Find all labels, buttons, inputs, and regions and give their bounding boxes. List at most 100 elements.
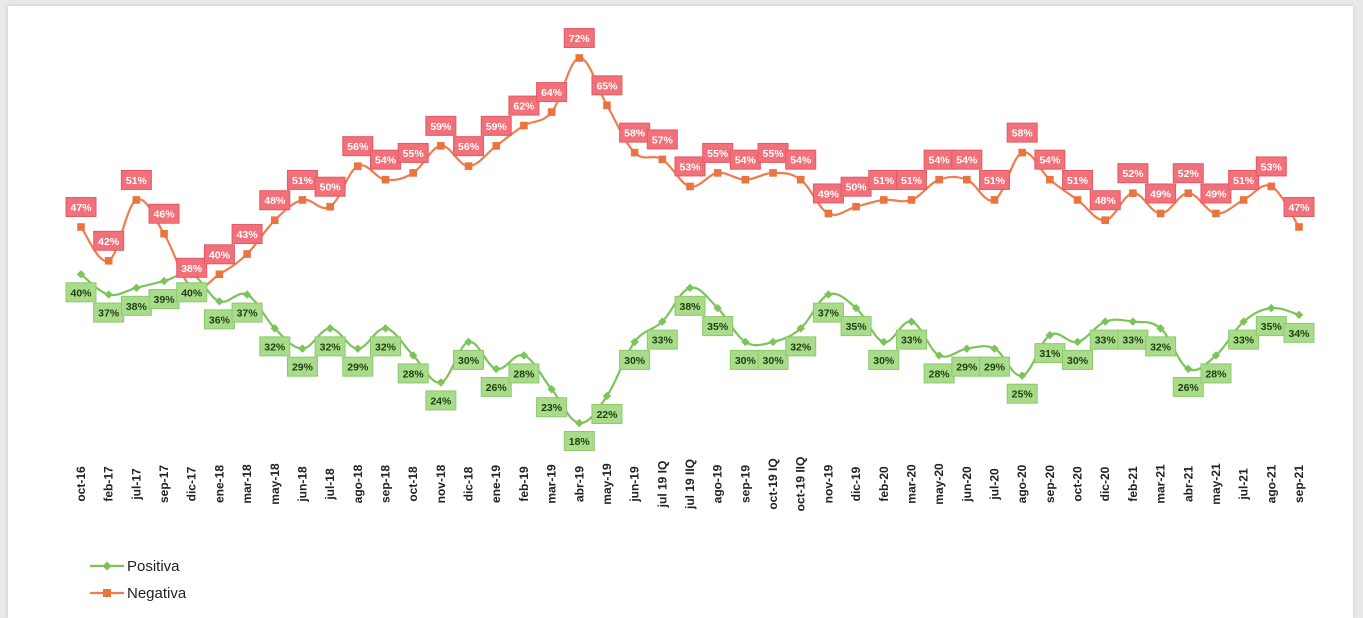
data-label-box-positiva: [259, 336, 291, 357]
data-label-box-negativa: [785, 149, 817, 170]
x-tick-label: may-20: [932, 463, 946, 505]
x-tick-label: oct-19 IIQ: [794, 457, 808, 512]
data-label-box-negativa: [480, 115, 512, 136]
marker-positiva: [381, 324, 390, 333]
marker-negativa: [381, 175, 390, 184]
data-label-positiva: 29%: [347, 362, 369, 374]
x-tick-label: ene-18: [212, 465, 226, 503]
x-tick-label: oct-16: [74, 466, 88, 502]
marker-negativa: [77, 223, 85, 231]
marker-negativa: [658, 155, 667, 164]
legend: Positiva Negativa: [90, 558, 187, 602]
marker-positiva: [796, 324, 805, 333]
data-label-positiva: 23%: [541, 402, 563, 414]
data-label-box-negativa: [148, 203, 180, 224]
data-label-positiva: 26%: [486, 382, 508, 394]
data-label-positiva: 30%: [624, 355, 646, 367]
data-label-box-negativa: [979, 169, 1010, 190]
data-label-positiva: 37%: [98, 308, 120, 320]
x-tick-label: dic-20: [1098, 466, 1112, 501]
data-label-box-positiva: [619, 349, 651, 370]
data-label-negativa: 56%: [347, 141, 369, 153]
marker-positiva: [658, 317, 667, 326]
marker-positiva: [741, 337, 750, 347]
data-label-positiva: 32%: [375, 341, 397, 353]
data-label-positiva: 30%: [458, 355, 480, 367]
data-label-positiva: 35%: [707, 321, 729, 333]
data-label-positiva: 37%: [237, 308, 259, 320]
marker-positiva: [1073, 337, 1082, 347]
x-tick-label: may-21: [1209, 463, 1223, 505]
data-label-box-negativa: [231, 224, 263, 245]
marker-positiva: [685, 283, 695, 293]
data-label-positiva: 29%: [292, 362, 314, 374]
marker-positiva: [547, 385, 556, 394]
data-label-box-negativa: [93, 230, 125, 251]
marker-negativa: [464, 162, 473, 170]
data-label-positiva: 35%: [846, 321, 868, 333]
marker-positiva: [298, 344, 307, 353]
x-tick-label: dic-19: [849, 466, 863, 501]
data-label-box-negativa: [1228, 169, 1260, 190]
marker-negativa: [796, 175, 805, 184]
marker-positiva: [1156, 324, 1165, 333]
marker-negativa: [713, 169, 722, 177]
data-label-box-positiva: [425, 390, 457, 411]
data-label-positiva: 18%: [569, 436, 591, 448]
data-label-box-negativa: [536, 82, 568, 103]
marker-positiva: [1239, 317, 1248, 326]
data-label-box-negativa: [1117, 163, 1149, 184]
marker-positiva: [602, 391, 612, 401]
data-label-box-positiva: [1062, 349, 1094, 370]
data-label-negativa: 52%: [1178, 168, 1200, 180]
data-label-negativa: 54%: [790, 155, 812, 167]
data-label-box-positiva: [646, 329, 678, 350]
data-label-box-positiva: [812, 302, 844, 323]
marker-negativa: [1295, 223, 1303, 231]
data-label-box-negativa: [1062, 169, 1094, 190]
marker-positiva: [353, 344, 363, 353]
data-label-box-negativa: [120, 169, 152, 190]
data-label-positiva: 24%: [430, 395, 452, 407]
data-label-box-positiva: [840, 316, 872, 337]
data-label-box-negativa: [591, 75, 623, 96]
data-label-negativa: 56%: [458, 141, 480, 153]
data-label-box-positiva: [231, 302, 263, 323]
data-label-negativa: 54%: [929, 155, 951, 167]
data-label-negativa: 51%: [901, 175, 923, 187]
data-label-negativa: 53%: [679, 161, 701, 173]
legend-marker-positiva: [102, 561, 112, 571]
legend-label-negativa: Negativa: [127, 585, 187, 602]
x-tick-label: mar-19: [545, 464, 559, 504]
data-label-positiva: 33%: [1095, 335, 1117, 347]
marker-negativa: [520, 121, 528, 130]
data-label-box-positiva: [1172, 376, 1204, 397]
x-tick-label: sep-18: [379, 465, 393, 503]
x-tick-label: sep-19: [738, 465, 752, 503]
data-label-box-negativa: [563, 28, 595, 48]
data-label-negativa: 58%: [624, 128, 646, 140]
x-tick-label: jul-20: [988, 468, 1002, 501]
x-tick-label: feb-21: [1126, 466, 1140, 502]
data-label-box-positiva: [563, 431, 595, 451]
data-label-box-negativa: [951, 149, 983, 170]
data-label-box-negativa: [1172, 163, 1204, 184]
marker-positiva: [879, 337, 888, 347]
marker-negativa: [437, 142, 445, 150]
data-label-positiva: 30%: [763, 355, 785, 367]
data-label-negativa: 51%: [126, 175, 148, 187]
data-label-positiva: 33%: [1122, 335, 1144, 347]
marker-negativa: [160, 229, 168, 238]
x-tick-label: abr-19: [572, 466, 586, 502]
data-label-positiva: 33%: [1233, 335, 1255, 347]
data-label-positiva: 32%: [264, 341, 286, 353]
marker-negativa: [1156, 209, 1165, 218]
x-tick-label: ago-20: [1015, 464, 1029, 503]
marker-negativa: [963, 175, 971, 184]
x-tick-label: ago-21: [1264, 464, 1278, 503]
marker-negativa: [824, 209, 833, 218]
marker-negativa: [354, 162, 362, 170]
data-label-positiva: 34%: [1288, 328, 1310, 340]
marker-positiva: [1211, 351, 1221, 360]
marker-negativa: [879, 196, 888, 204]
